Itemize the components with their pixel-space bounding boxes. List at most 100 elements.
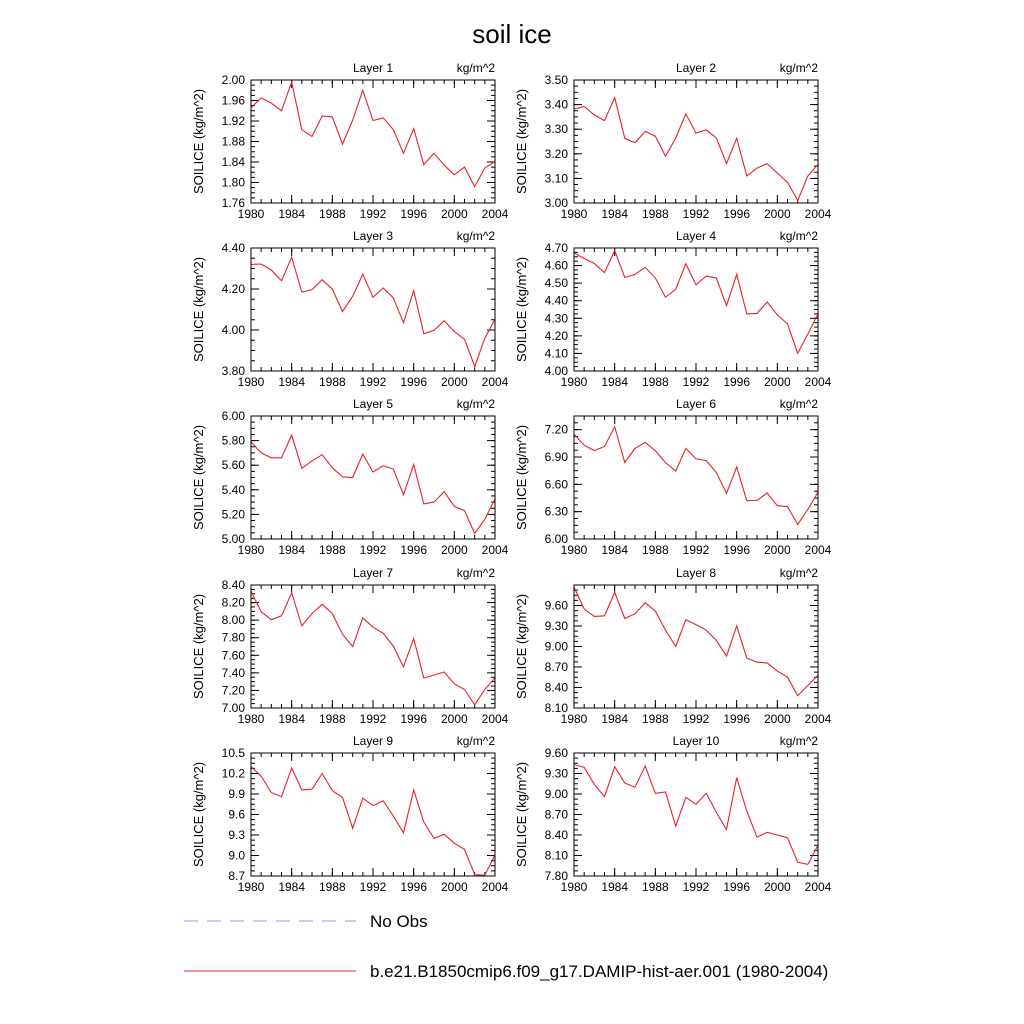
x-tick-label: 1992: [683, 375, 710, 389]
y-tick-label: 9.00: [545, 640, 569, 654]
plot-frame: [250, 415, 496, 540]
y-tick-label: 4.50: [545, 276, 569, 290]
y-tick-label: 1.92: [222, 114, 246, 128]
x-tick-label: 1988: [319, 880, 346, 894]
y-tick-label: 3.40: [545, 98, 569, 112]
x-tick-label: 2004: [805, 880, 832, 894]
x-tick-label: 1980: [561, 543, 588, 557]
panel-9: 1980 1984 1988 1992 1996 2000 2004 8.7 9.0 9.3 9.6…: [191, 734, 509, 894]
y-tick-label: 9.0: [228, 849, 245, 863]
x-tick-label: 2000: [441, 712, 468, 726]
y-tick-label: 4.60: [545, 259, 569, 273]
x-tick-label: 1996: [723, 880, 750, 894]
y-tick-label: 1.80: [222, 176, 246, 190]
plot-frame: [250, 584, 496, 709]
x-tick-label: 2000: [764, 712, 791, 726]
x-tick-label: 1992: [360, 880, 387, 894]
y-tick-label: 8.20: [222, 596, 246, 610]
x-tick-label: 1984: [278, 712, 305, 726]
panel-units: kg/m^2: [457, 566, 496, 580]
series-line: [250, 590, 496, 706]
y-tick-label: 8.10: [545, 701, 569, 715]
panel-title: Layer 1: [353, 61, 393, 75]
y-tick-label: 1.84: [222, 155, 246, 169]
y-tick-label: 1.96: [222, 94, 246, 108]
series-line: [250, 433, 496, 535]
y-tick-label: 8.40: [545, 828, 569, 842]
x-tick-label: 1996: [723, 207, 750, 221]
x-tick-label: 2000: [441, 543, 468, 557]
y-tick-label: 9.9: [228, 787, 245, 801]
y-tick-label: 9.30: [545, 767, 569, 781]
x-tick-label: 1988: [642, 207, 669, 221]
panel-units: kg/m^2: [780, 566, 819, 580]
panel-title: Layer 8: [676, 566, 716, 580]
x-tick-label: 2000: [441, 375, 468, 389]
x-tick-label: 1996: [723, 543, 750, 557]
y-tick-label: 4.00: [222, 323, 246, 337]
y-tick-label: 5.40: [222, 483, 246, 497]
x-tick-label: 1980: [561, 712, 588, 726]
y-tick-label: 6.00: [222, 409, 246, 423]
panel-units: kg/m^2: [780, 61, 819, 75]
y-tick-label: 8.10: [545, 849, 569, 863]
plot-frame: [250, 247, 496, 372]
x-tick-label: 1984: [278, 375, 305, 389]
y-tick-label: 9.6: [228, 808, 245, 822]
x-tick-label: 2004: [805, 207, 832, 221]
y-tick-label: 7.40: [222, 666, 246, 680]
x-tick-label: 1992: [360, 375, 387, 389]
x-tick-label: 1996: [723, 375, 750, 389]
x-tick-label: 2000: [764, 880, 791, 894]
plot-frame: [573, 752, 819, 877]
x-tick-label: 1996: [400, 543, 427, 557]
x-tick-label: 1988: [319, 712, 346, 726]
x-tick-label: 1992: [683, 712, 710, 726]
plot-frame: [573, 584, 819, 709]
panel-8: 1980 1984 1988 1992 1996 2000 2004 8.10 8.40 8.70…: [514, 566, 832, 726]
x-tick-label: 2004: [482, 543, 509, 557]
y-tick-label: 6.60: [545, 477, 569, 491]
panel-units: kg/m^2: [457, 734, 496, 748]
x-tick-label: 1996: [400, 375, 427, 389]
x-tick-label: 2004: [482, 375, 509, 389]
panel-units: kg/m^2: [780, 229, 819, 243]
y-tick-label: 4.40: [222, 241, 246, 255]
y-axis-label: SOILICE (kg/m^2): [191, 425, 206, 530]
x-tick-label: 1988: [319, 543, 346, 557]
y-tick-label: 6.90: [545, 450, 569, 464]
y-tick-label: 9.60: [545, 599, 569, 613]
panel-units: kg/m^2: [457, 397, 496, 411]
panels: 1980 1984 1988 1992 1996 2000 2004 1.76 1.80 1.84…: [191, 61, 832, 894]
panel-5: 1980 1984 1988 1992 1996 2000 2004 5.00 5.20 5.40…: [191, 397, 509, 557]
y-tick-label: 9.00: [545, 787, 569, 801]
x-tick-label: 2000: [441, 207, 468, 221]
y-axis-label: SOILICE (kg/m^2): [191, 594, 206, 699]
y-tick-label: 8.40: [545, 681, 569, 695]
y-tick-label: 8.7: [228, 869, 245, 883]
y-tick-label: 3.10: [545, 171, 569, 185]
y-tick-label: 7.20: [545, 423, 569, 437]
panel-title: Layer 3: [353, 229, 393, 243]
y-tick-label: 8.00: [222, 613, 246, 627]
y-tick-label: 1.76: [222, 196, 246, 210]
x-tick-label: 1996: [400, 207, 427, 221]
x-tick-label: 1980: [238, 207, 265, 221]
panel-title: Layer 4: [676, 229, 716, 243]
y-tick-label: 10.2: [222, 767, 246, 781]
y-tick-label: 7.80: [545, 869, 569, 883]
legend-model-label: b.e21.B1850cmip6.f09_g17.DAMIP-hist-aer.…: [370, 962, 828, 981]
x-tick-label: 1992: [683, 207, 710, 221]
y-axis-label: SOILICE (kg/m^2): [514, 425, 529, 530]
y-axis-label: SOILICE (kg/m^2): [191, 89, 206, 194]
panel-title: Layer 10: [673, 734, 720, 748]
y-tick-label: 4.20: [222, 282, 246, 296]
y-tick-label: 6.30: [545, 505, 569, 519]
y-axis-label: SOILICE (kg/m^2): [191, 762, 206, 867]
y-tick-label: 9.3: [228, 828, 245, 842]
series-line: [573, 586, 819, 697]
y-tick-label: 3.20: [545, 147, 569, 161]
series-line: [250, 80, 496, 188]
y-tick-label: 8.70: [545, 660, 569, 674]
y-tick-label: 3.00: [545, 196, 569, 210]
